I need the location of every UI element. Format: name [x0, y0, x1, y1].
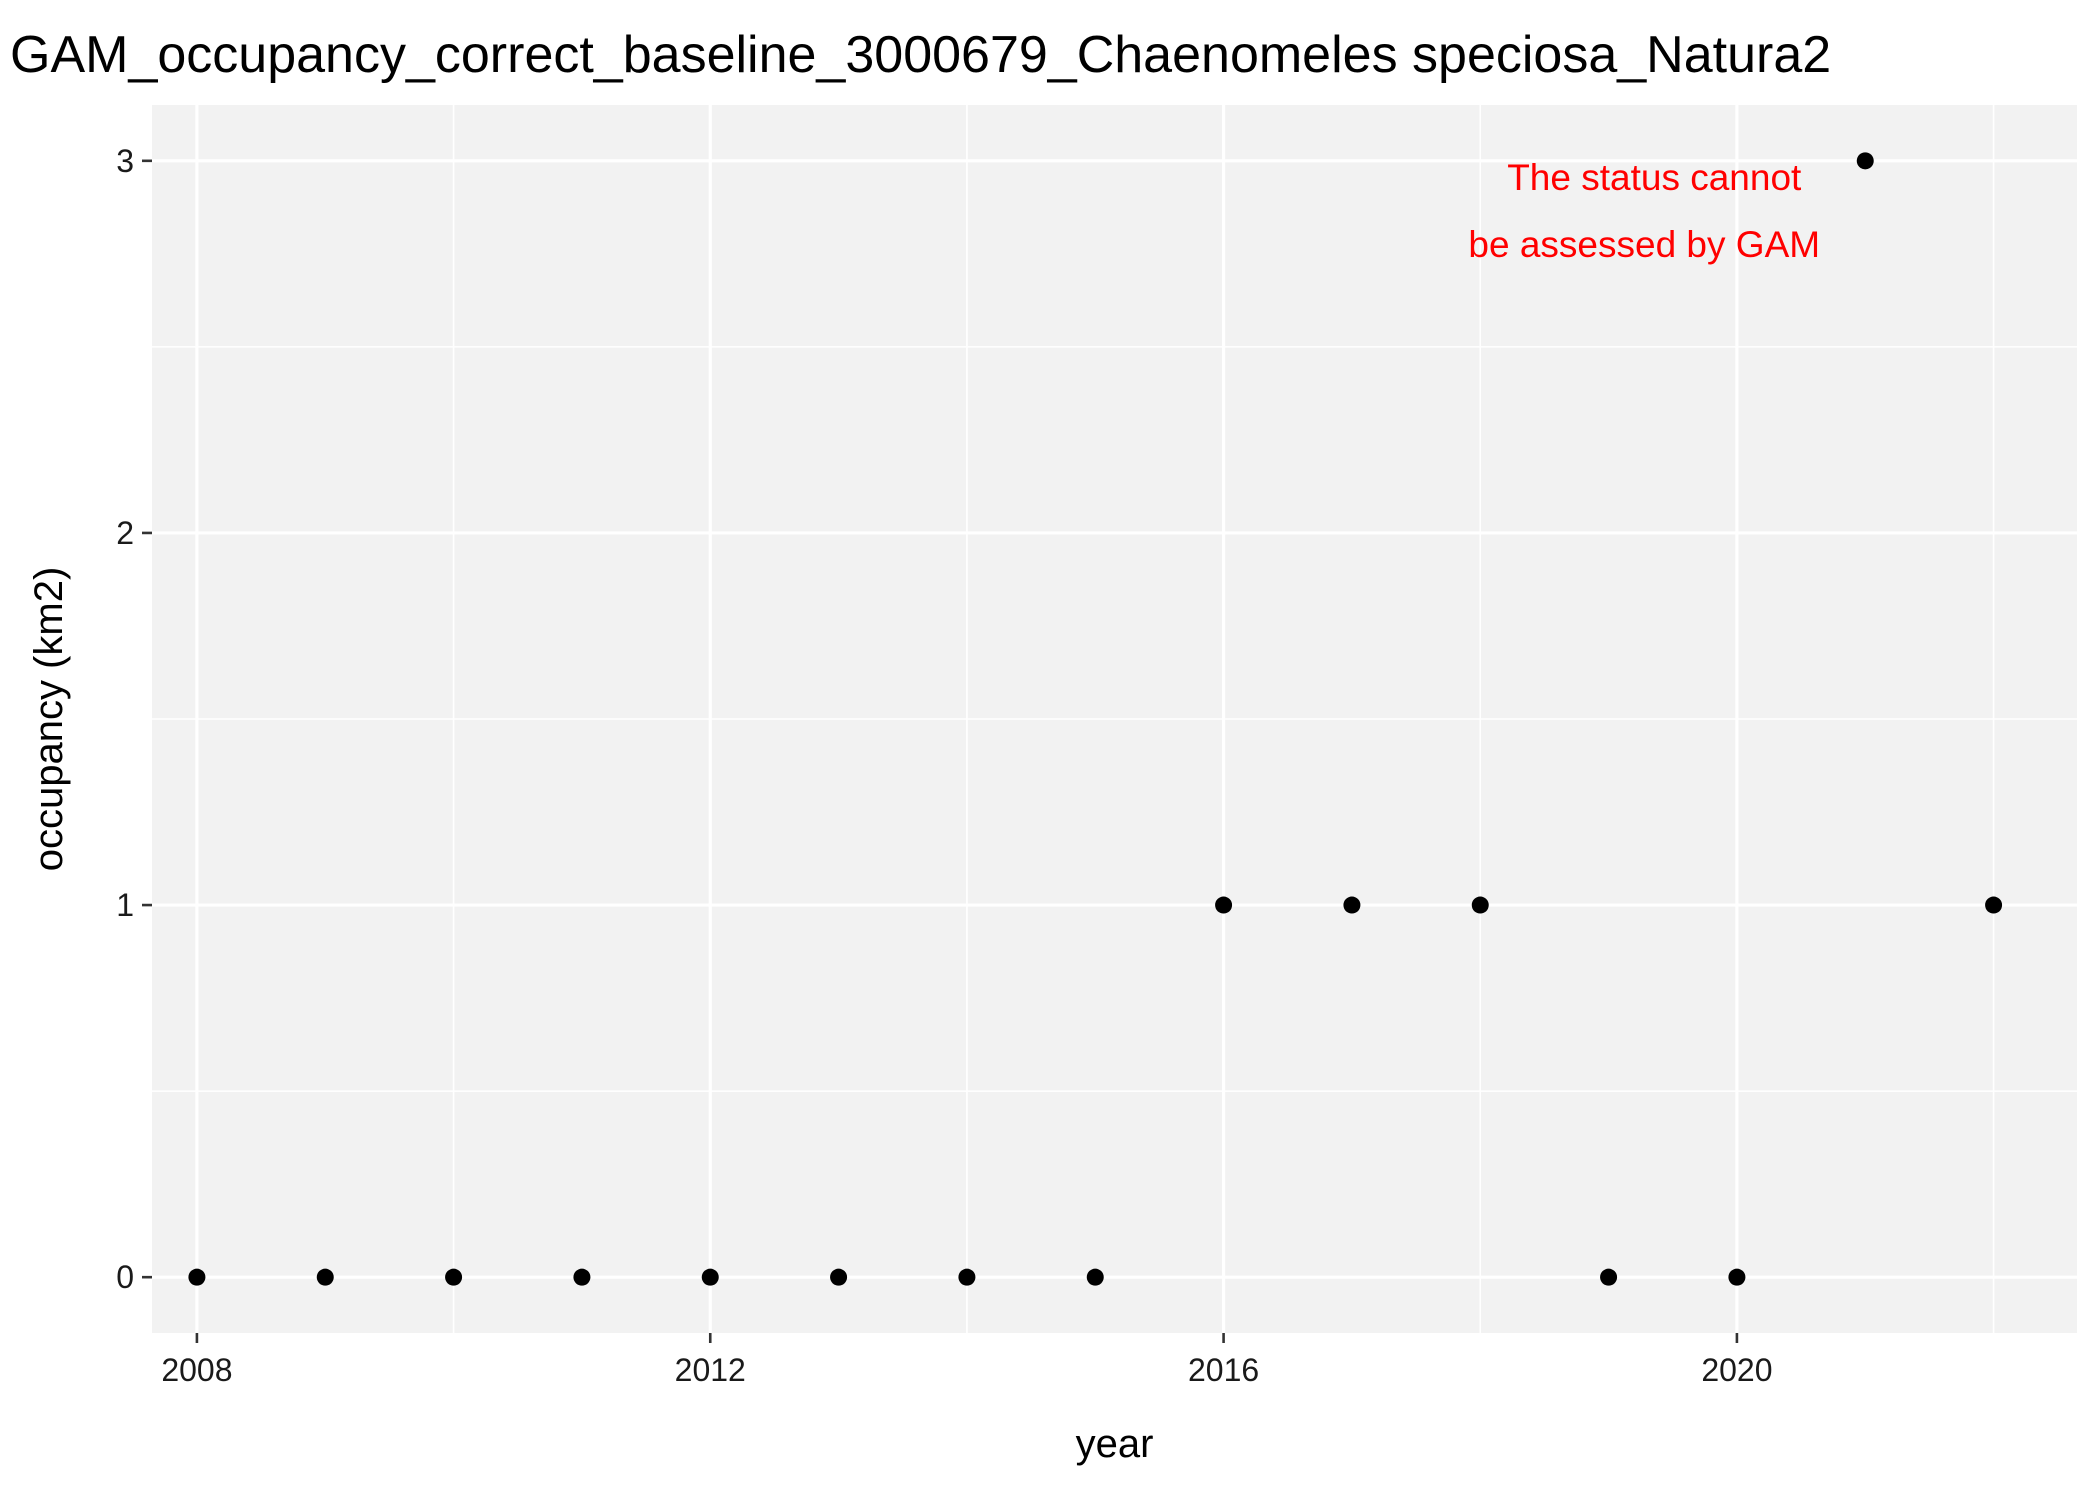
- x-axis-title: year: [1076, 1422, 1154, 1466]
- annotation-line-2: be assessed by GAM: [1468, 224, 1820, 265]
- data-point: [1728, 1268, 1746, 1286]
- y-axis-title: occupancy (km2): [27, 567, 71, 872]
- annotation-line-1: The status cannot: [1507, 157, 1802, 198]
- annotation: The status cannot be assessed by GAM: [1468, 157, 1820, 265]
- data-point: [1985, 896, 2003, 914]
- data-point: [1856, 152, 1874, 170]
- data-point: [1086, 1268, 1104, 1286]
- data-point: [1215, 896, 1233, 914]
- data-point: [958, 1268, 976, 1286]
- chart-title: GAM_occupancy_correct_baseline_3000679_C…: [10, 26, 1831, 84]
- x-tick-label: 2008: [161, 1352, 232, 1388]
- x-axis: 2008 2012 2016 2020: [161, 1333, 1773, 1388]
- data-point: [316, 1268, 334, 1286]
- grid-major: [152, 105, 2077, 1333]
- data-point: [830, 1268, 848, 1286]
- y-tick-label: 1: [116, 887, 134, 923]
- x-tick-label: 2020: [1701, 1352, 1772, 1388]
- data-point: [1343, 896, 1361, 914]
- data-point: [445, 1268, 463, 1286]
- data-point: [1600, 1268, 1618, 1286]
- data-point: [701, 1268, 719, 1286]
- x-tick-label: 2016: [1188, 1352, 1259, 1388]
- y-tick-label: 3: [116, 143, 134, 179]
- y-tick-label: 2: [116, 515, 134, 551]
- grid-minor: [152, 105, 2077, 1333]
- data-point: [188, 1268, 206, 1286]
- y-tick-label: 0: [116, 1259, 134, 1295]
- data-point: [1471, 896, 1489, 914]
- data-points: [188, 152, 2003, 1286]
- y-axis: 0 1 2 3: [116, 143, 152, 1295]
- data-point: [573, 1268, 591, 1286]
- x-tick-label: 2012: [675, 1352, 746, 1388]
